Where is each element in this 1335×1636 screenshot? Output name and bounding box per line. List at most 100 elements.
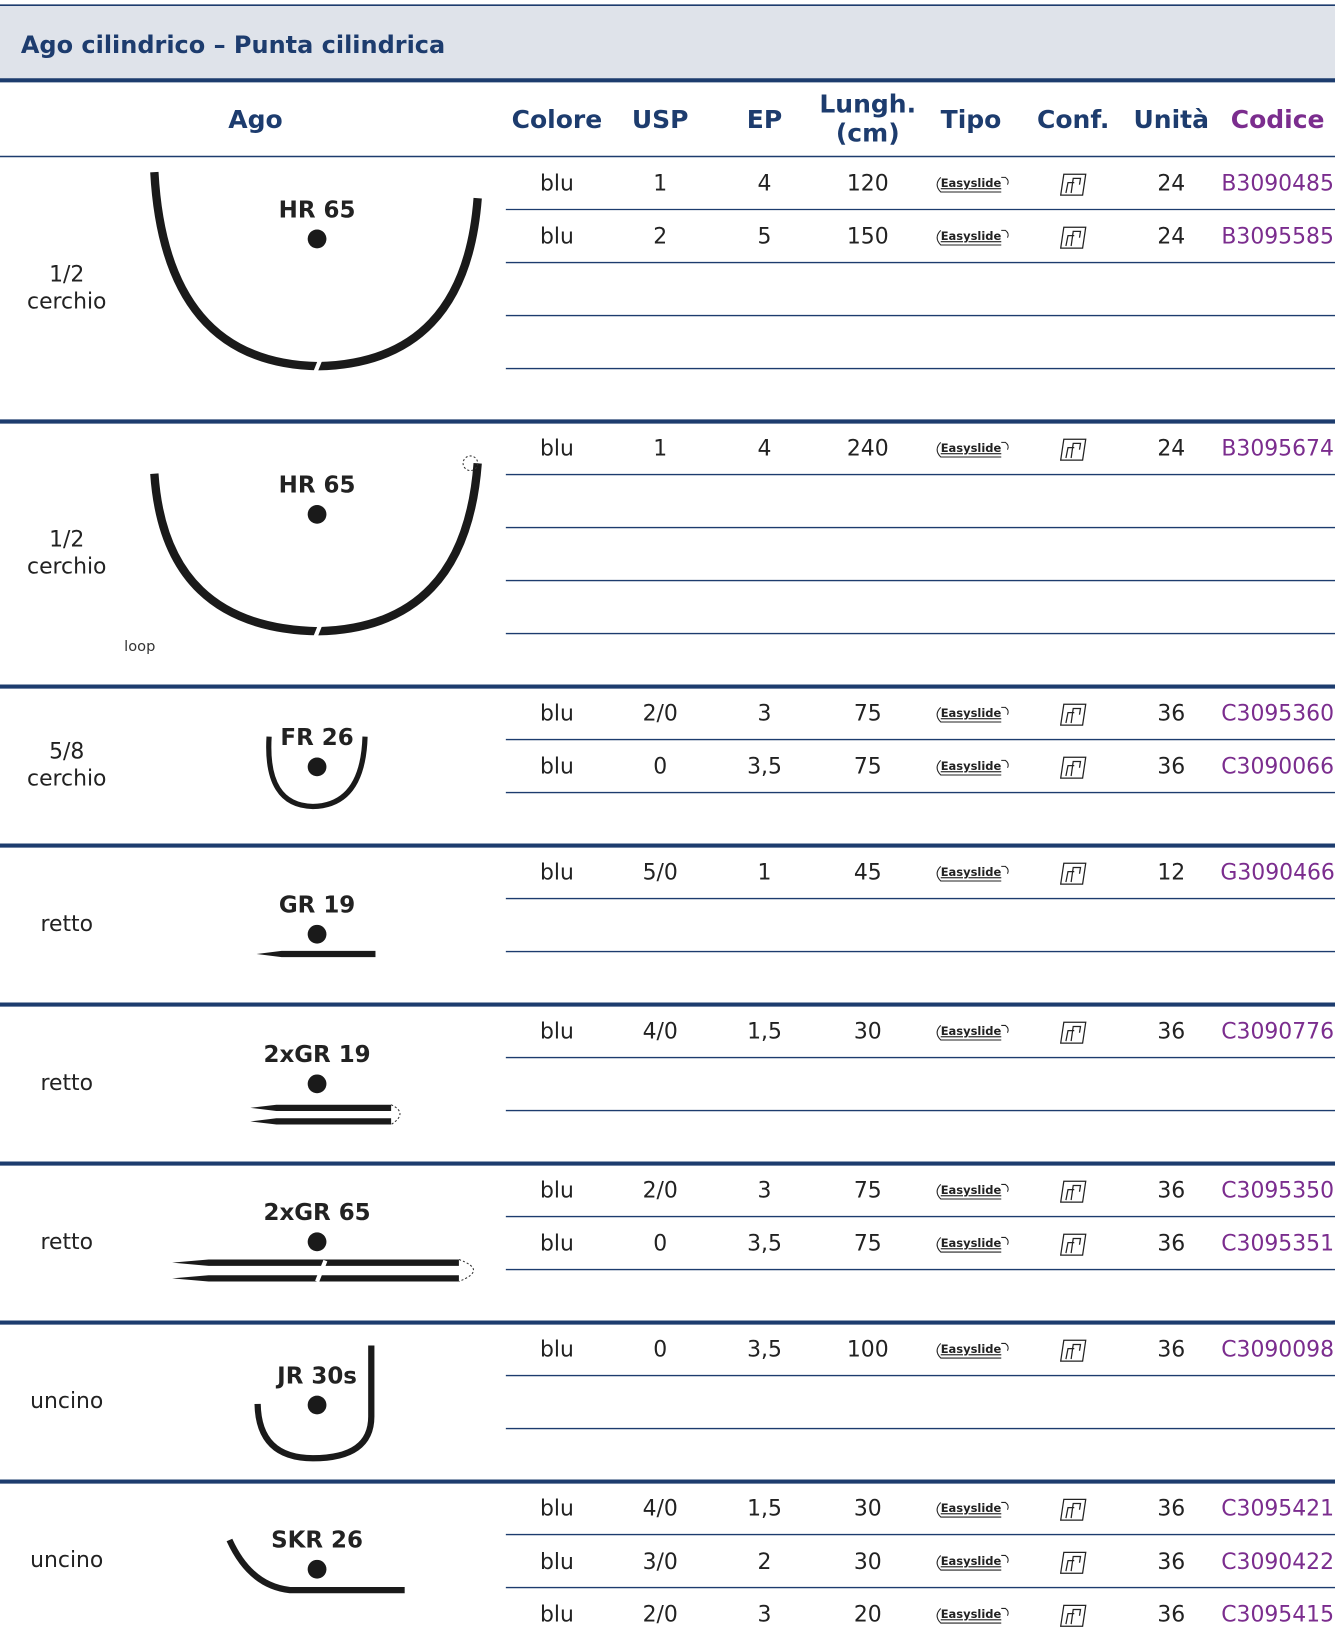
cell: 240 xyxy=(847,437,889,462)
column-header: Ago xyxy=(228,105,282,134)
cell: 4 xyxy=(758,437,772,462)
conf-icon xyxy=(1059,438,1087,461)
cell: 2 xyxy=(758,1550,772,1575)
cell: blu xyxy=(540,1550,574,1575)
shape-label: uncino xyxy=(30,1548,103,1573)
logo-bracket xyxy=(936,176,1009,193)
cell: 24 xyxy=(1157,225,1185,250)
code: C3090066 xyxy=(1221,755,1334,780)
cell: 75 xyxy=(854,1179,882,1204)
code: C3095350 xyxy=(1221,1179,1334,1204)
cell: 3/0 xyxy=(643,1550,678,1575)
logo-bracket xyxy=(936,1183,1009,1200)
needle-dot xyxy=(307,924,327,944)
column-header: Unità xyxy=(1133,105,1209,134)
type-logo: Easyslide xyxy=(941,1236,1002,1250)
conf-icon xyxy=(1059,862,1087,885)
code: B3090485 xyxy=(1221,172,1333,197)
code: B3095674 xyxy=(1221,437,1333,462)
cell: blu xyxy=(540,1020,574,1045)
conf-icon xyxy=(1059,1604,1087,1627)
cell: blu xyxy=(540,1179,574,1204)
needle-name: GR 19 xyxy=(279,893,355,919)
logo-bracket xyxy=(936,229,1009,246)
cell: 24 xyxy=(1157,437,1185,462)
cell: 1 xyxy=(653,437,667,462)
needle-drawing xyxy=(226,1538,405,1594)
column-header: EP xyxy=(747,105,782,134)
cell: 36 xyxy=(1157,1020,1185,1045)
cell: 75 xyxy=(854,1232,882,1257)
cell: 3,5 xyxy=(747,1338,782,1363)
cell: 1 xyxy=(758,861,772,886)
conf-icon xyxy=(1059,703,1087,726)
shape-label: cerchio xyxy=(27,290,106,315)
type-logo: Easyslide xyxy=(941,1607,1002,1621)
cell: 120 xyxy=(847,172,889,197)
needle-drawing xyxy=(266,736,368,810)
conf-icon xyxy=(1059,1339,1087,1362)
cell: blu xyxy=(540,225,574,250)
needle-dot xyxy=(307,1395,327,1415)
type-logo: Easyslide xyxy=(941,441,1002,455)
cell: 30 xyxy=(854,1497,882,1522)
shape-label: retto xyxy=(40,1230,93,1255)
cell: 30 xyxy=(854,1020,882,1045)
code: B3095585 xyxy=(1221,225,1333,250)
cell: blu xyxy=(540,702,574,727)
header-band xyxy=(0,5,1335,81)
code: C3090422 xyxy=(1221,1550,1334,1575)
cell: 36 xyxy=(1157,755,1185,780)
break-mark xyxy=(311,618,325,642)
needle-dot xyxy=(307,1559,327,1579)
type-logo: Easyslide xyxy=(941,759,1002,773)
cell: blu xyxy=(540,1603,574,1628)
code: C3095421 xyxy=(1221,1497,1334,1522)
needle-name: SKR 26 xyxy=(271,1528,363,1554)
cell: 36 xyxy=(1157,1497,1185,1522)
cell: 36 xyxy=(1157,1338,1185,1363)
conf-icon xyxy=(1059,1180,1087,1203)
cell: 4/0 xyxy=(643,1497,678,1522)
cell: 75 xyxy=(854,702,882,727)
cell: 75 xyxy=(854,755,882,780)
shape-label: retto xyxy=(40,912,93,937)
cell: 3,5 xyxy=(747,755,782,780)
column-header: Colore xyxy=(512,105,603,134)
column-header: Conf. xyxy=(1037,105,1109,134)
shape-label: 5/8 xyxy=(49,739,84,764)
type-logo: Easyslide xyxy=(941,176,1002,190)
conf-icon xyxy=(1059,1233,1087,1256)
cell: blu xyxy=(540,1338,574,1363)
loop-mark xyxy=(390,1104,401,1125)
logo-bracket xyxy=(936,1501,1009,1518)
logo-bracket xyxy=(936,759,1009,776)
loop-mark xyxy=(458,1259,475,1282)
code: C3090098 xyxy=(1221,1338,1334,1363)
cell: 150 xyxy=(847,225,889,250)
needle-name: HR 65 xyxy=(279,473,356,499)
cell: blu xyxy=(540,172,574,197)
shape-label: cerchio xyxy=(27,555,106,580)
logo-bracket xyxy=(936,1342,1009,1359)
break-mark xyxy=(315,1259,328,1283)
cell: 0 xyxy=(653,1338,667,1363)
cell: 20 xyxy=(854,1603,882,1628)
needle-drawing xyxy=(254,1345,375,1462)
cell: 100 xyxy=(847,1338,889,1363)
needle-drawing xyxy=(250,1104,392,1111)
shape-label: 1/2 xyxy=(49,527,84,552)
cell: 24 xyxy=(1157,172,1185,197)
cell: 3 xyxy=(758,702,772,727)
logo-bracket xyxy=(936,865,1009,882)
cell: 1,5 xyxy=(747,1497,782,1522)
cell: 5 xyxy=(758,225,772,250)
shape-label: cerchio xyxy=(27,767,106,792)
conf-icon xyxy=(1059,1551,1087,1574)
needle-name: HR 65 xyxy=(279,197,356,223)
page-title: Ago cilindrico – Punta cilindrica xyxy=(21,31,445,59)
needle-name: 2xGR 19 xyxy=(263,1042,370,1068)
loop-mark xyxy=(462,455,479,472)
cell: 45 xyxy=(854,861,882,886)
cell: 36 xyxy=(1157,702,1185,727)
